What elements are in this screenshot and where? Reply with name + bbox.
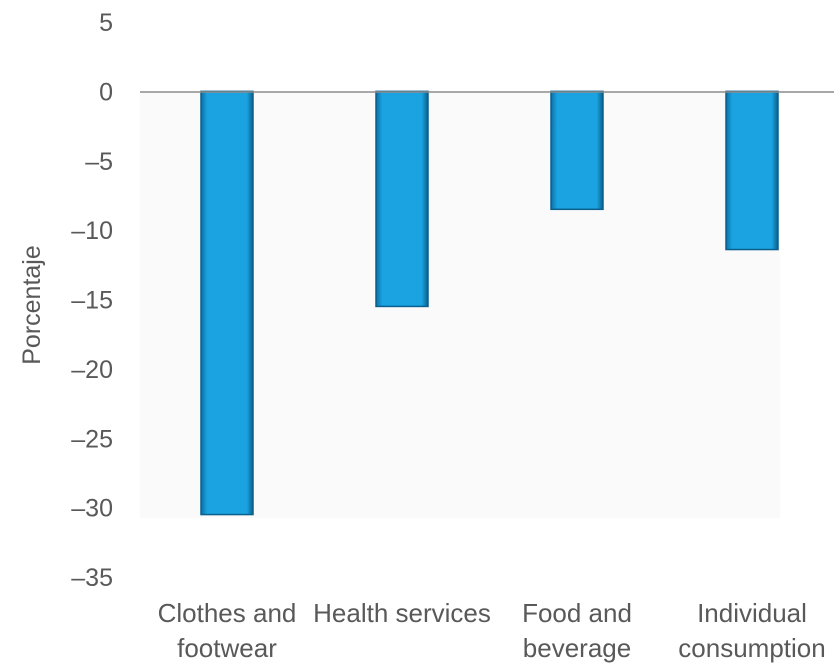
y-tick-label: 0 [99, 78, 113, 106]
x-category-labels: Clothes and footwear Health services Food a… [158, 598, 826, 663]
y-tick-label: –30 [71, 495, 113, 523]
x-category-label: Individual [697, 598, 807, 628]
x-category-label: Health services [313, 598, 491, 628]
y-tick-label: 5 [99, 9, 113, 37]
x-category-label: footwear [177, 633, 277, 663]
y-tick-labels: 5 0 –5 –10 –15 –20 –25 –30 –35 [71, 9, 113, 592]
x-category-label: beverage [523, 633, 631, 663]
x-category-label: consumption [678, 633, 825, 663]
y-tick-label: –10 [71, 217, 113, 245]
bar [200, 90, 254, 516]
y-tick-label: –20 [71, 356, 113, 384]
x-category-label: Food and [522, 598, 632, 628]
bar [725, 90, 779, 251]
x-category-label: Clothes and [158, 598, 297, 628]
bar [550, 90, 604, 211]
y-tick-label: –15 [71, 287, 113, 315]
y-axis-title: Porcentaje [18, 245, 46, 365]
y-tick-label: –25 [71, 425, 113, 453]
bar [375, 90, 429, 308]
bars-group [200, 90, 779, 516]
y-tick-label: –35 [71, 564, 113, 592]
y-tick-label: –5 [85, 148, 113, 176]
